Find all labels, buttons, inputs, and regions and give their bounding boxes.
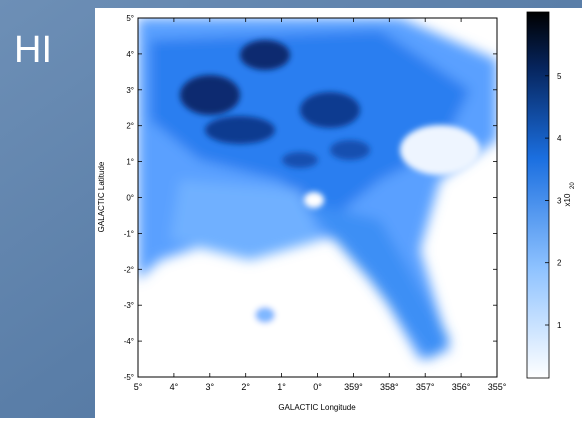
x-tick-label: 357° bbox=[416, 382, 435, 392]
slide-title: HI bbox=[14, 29, 52, 71]
colorbar-unit-exponent: 20 bbox=[570, 182, 576, 189]
x-tick-label: 3° bbox=[205, 382, 214, 392]
x-tick-label: 4° bbox=[170, 382, 179, 392]
x-tick-label: 2° bbox=[241, 382, 250, 392]
colorbar bbox=[526, 11, 550, 379]
x-tick-label: 1° bbox=[277, 382, 286, 392]
y-tick-label: -4° bbox=[124, 337, 134, 346]
x-tick-label: 0° bbox=[313, 382, 322, 392]
y-axis-label: GALACTIC Latitude bbox=[97, 161, 106, 232]
colorbar-tick-label: 2 bbox=[557, 259, 562, 268]
y-tick-label: 2° bbox=[126, 122, 134, 131]
colorbar-tick-label: 3 bbox=[557, 196, 562, 205]
colorbar-unit-base: x10 bbox=[563, 193, 572, 206]
map-image bbox=[138, 18, 497, 377]
x-tick-label: 355° bbox=[488, 382, 507, 392]
x-tick-label: 5° bbox=[134, 382, 143, 392]
y-tick-label: -3° bbox=[124, 301, 134, 310]
y-tick-label: 3° bbox=[126, 86, 134, 95]
y-tick-label: -5° bbox=[124, 373, 134, 382]
x-tick-label: 356° bbox=[452, 382, 471, 392]
y-tick-label: 0° bbox=[126, 194, 134, 203]
x-tick-label: 359° bbox=[344, 382, 363, 392]
y-tick-label: -2° bbox=[124, 265, 134, 274]
y-tick-label: 5° bbox=[126, 14, 134, 23]
colorbar-tick-label: 1 bbox=[557, 321, 562, 330]
colorbar-tick-label: 5 bbox=[557, 72, 562, 81]
y-tick-label: -1° bbox=[124, 229, 134, 238]
y-tick-label: 1° bbox=[126, 158, 134, 167]
y-tick-label: 4° bbox=[126, 50, 134, 59]
x-axis-label: GALACTIC Longitude bbox=[278, 403, 356, 412]
x-tick-label: 358° bbox=[380, 382, 399, 392]
colorbar-tick-label: 4 bbox=[557, 134, 562, 143]
colorbar-unit: x10 20 bbox=[563, 182, 576, 207]
